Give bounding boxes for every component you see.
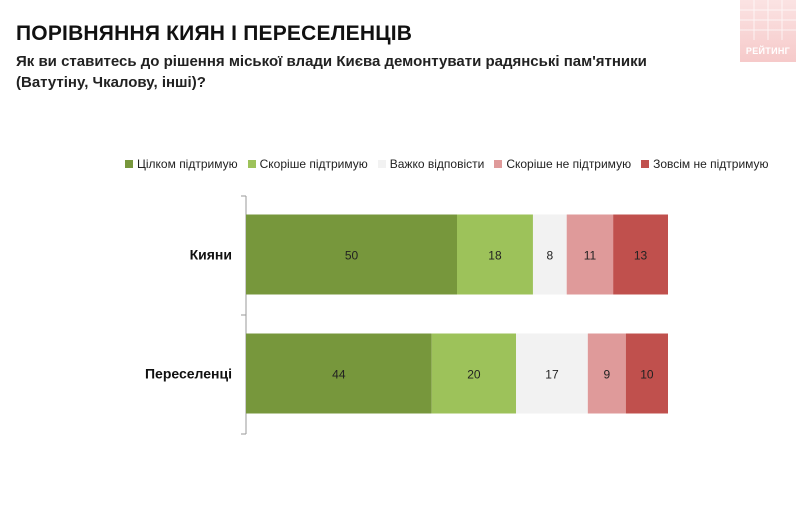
question-subtitle: Як ви ставитесь до рішення міської влади… xyxy=(16,53,647,91)
bar-segment xyxy=(532,214,567,295)
bar-segment xyxy=(246,333,432,414)
legend-label: Важко відповісти xyxy=(389,157,485,171)
legend-swatch xyxy=(494,160,503,168)
data-label: 9 xyxy=(603,368,610,382)
data-label: 17 xyxy=(545,368,559,382)
legend-label: Скоріше не підтримую xyxy=(506,157,632,171)
category-label: Переселенці xyxy=(145,366,232,382)
legend-item: Зовсім не підтримую xyxy=(641,157,769,171)
bar-segment xyxy=(613,214,668,295)
legend-swatch xyxy=(377,160,386,168)
data-label: 8 xyxy=(546,249,553,263)
legend-label: Скоріше підтримую xyxy=(259,157,368,171)
legend-item: Важко відповісти xyxy=(377,157,485,171)
data-label: 13 xyxy=(634,249,648,263)
bar-segment xyxy=(457,214,533,295)
data-label: 44 xyxy=(332,368,346,382)
data-label: 20 xyxy=(467,368,481,382)
legend-item: Скоріше не підтримую xyxy=(494,157,631,171)
legend-label: Цілком підтримую xyxy=(137,157,238,171)
bar-segment xyxy=(431,333,517,414)
chart-legend: Цілком підтримую Скоріше підтримую Важко в… xyxy=(125,155,779,173)
bar-segment xyxy=(246,214,457,295)
legend-swatch xyxy=(641,160,650,168)
legend-item: Цілком підтримую xyxy=(125,157,238,171)
data-label: 18 xyxy=(488,249,502,263)
logo-text: РЕЙТИНГ xyxy=(745,46,791,56)
legend-label: Зовсім не підтримую xyxy=(653,157,769,171)
page-title: ПОРІВНЯННЯ КИЯН І ПЕРЕСЕЛЕНЦІВ xyxy=(16,22,413,45)
legend-swatch xyxy=(125,160,133,168)
category-label: Кияни xyxy=(190,247,232,263)
data-label: 50 xyxy=(345,249,359,263)
legend-swatch xyxy=(247,160,256,168)
bar-segment xyxy=(566,214,614,295)
legend-item: Скоріше підтримую xyxy=(247,157,368,171)
data-label: 10 xyxy=(640,368,654,382)
bar-segment xyxy=(625,333,668,414)
bar-segment xyxy=(587,333,626,414)
data-label: 11 xyxy=(584,249,597,263)
bar-segment xyxy=(516,333,588,414)
rating-logo: РЕЙТИНГ xyxy=(740,0,796,62)
logo-grid-icon xyxy=(740,0,796,40)
